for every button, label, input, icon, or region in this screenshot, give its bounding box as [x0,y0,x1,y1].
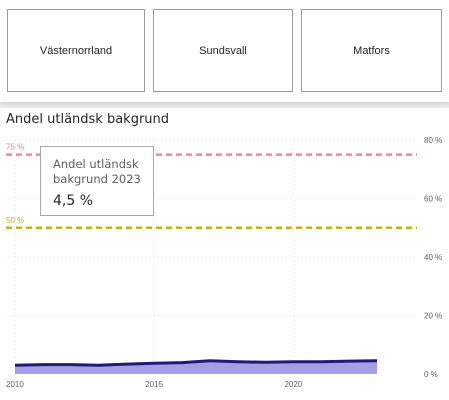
y-tick-label: 60 % [424,195,442,204]
x-tick-label: 2010 [6,380,24,389]
y-tick-label: 20 % [424,312,442,321]
x-tick-label: 2015 [145,380,163,389]
x-tick-label: 2020 [284,380,302,389]
slicer-button-matfors[interactable]: Matfors [301,9,442,92]
tooltip-label: Andel utländsk bakgrund 2023 [53,157,141,186]
series-area [15,360,377,374]
area-chart: 0 % 20 % 40 % 60 % 80 % 2010 2015 2020 75 % 50 % [6,136,442,389]
y-tick-label: 0 % [424,370,438,379]
reference-line-label: 75 % [6,143,24,152]
slicer-button-vasternorrland[interactable]: Västernorrland [7,9,145,92]
slicer-button-sundsvall[interactable]: Sundsvall [153,9,293,92]
series-line [14,359,378,367]
tooltip: Andel utländsk bakgrund 2023 4,5 % [40,146,154,216]
reference-line-label: 50 % [6,216,24,225]
y-tick-label: 40 % [424,253,442,262]
tooltip-value: 4,5 % [53,193,94,209]
chart-panel: 0 % 20 % 40 % 60 % 80 % 2010 2015 2020 75 % 50 % … [0,108,449,400]
y-tick-label: 80 % [424,136,442,145]
chart-title: Andel utländsk bakgrund [6,112,170,127]
slicer-panel: Västernorrland Sundsvall Matfors [0,0,449,102]
